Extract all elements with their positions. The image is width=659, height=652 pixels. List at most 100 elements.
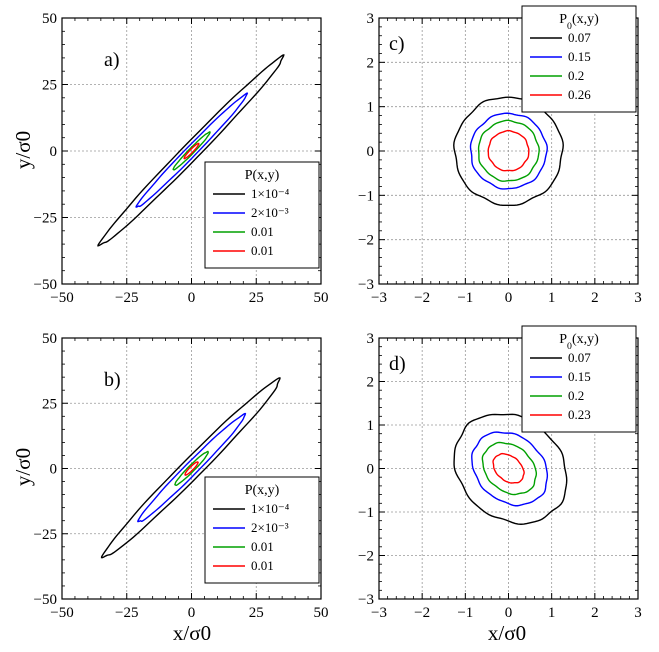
y-tick-label: 25	[42, 396, 57, 412]
legend-entry-3: 0.01	[251, 539, 274, 554]
y-tick-label: 3	[367, 331, 375, 347]
contour-line-2	[469, 112, 548, 190]
panel-c: −3 −2 −1 0 1 2 3−3−2−10123c)P0(x,y)0.070.150.2…	[358, 5, 642, 306]
contour-group	[100, 377, 281, 559]
y-tick-label: 3	[367, 11, 375, 27]
contour-line-4	[184, 461, 199, 476]
panel-label: d)	[389, 353, 406, 375]
x-axis-label-right: x/σ0	[488, 621, 526, 645]
contour-line-3	[477, 119, 540, 182]
y-tick-label: −50	[34, 277, 57, 293]
legend: P0(x,y)0.070.150.20.23	[521, 325, 637, 433]
panel-d: −3 −2 −1 0 1 2 3−3−2−10123d)P0(x,y)0.070.150.2…	[358, 325, 642, 621]
legend-entry-2: 0.15	[568, 369, 591, 384]
y-tick-label: 50	[42, 11, 57, 27]
legend-entry-1: 1×10⁻⁴	[251, 501, 290, 516]
x-tick-label: 1	[548, 290, 556, 306]
legend: P(x,y) 1×10⁻⁴ 2×10⁻³ 0.01 0.01	[204, 476, 320, 584]
panel-b: −50 −25 0 25 50 −50 −25 0 25 50 b) P(x,y) 1×10⁻⁴ 2×10…	[34, 331, 329, 621]
legend: P0(x,y)0.070.150.20.26	[521, 5, 637, 113]
x-tick-label: 0	[188, 605, 196, 621]
x-tick-label: −25	[115, 605, 138, 621]
x-tick-label: −25	[115, 290, 138, 306]
y-tick-label: 0	[50, 144, 58, 160]
x-tick-label: 25	[249, 605, 264, 621]
contour-line-3	[172, 131, 211, 171]
y-axis-label-top: y/σ0	[11, 131, 35, 169]
x-tick-label: 25	[249, 290, 264, 306]
y-tick-label: 2	[367, 55, 375, 71]
legend-entry-4: 0.23	[568, 407, 591, 422]
contour-line-4	[487, 129, 530, 172]
x-tick-label: 2	[591, 290, 599, 306]
y-tick-label: 1	[367, 418, 375, 434]
legend-entry-4: 0.26	[568, 87, 591, 102]
legend-title: P(x,y)	[245, 483, 280, 498]
legend: P(x,y) 1×10⁻⁴ 2×10⁻³ 0.01 0.01	[204, 161, 320, 269]
x-tick-label: 50	[314, 605, 329, 621]
y-tick-label: 0	[50, 462, 58, 478]
panel-label: c)	[389, 33, 405, 55]
legend-entry-4: 0.01	[251, 243, 274, 258]
contour-line-2	[137, 412, 247, 523]
y-tick-label: 0	[367, 462, 375, 478]
x-tick-label: −3	[371, 605, 387, 621]
contour-line-2	[135, 92, 249, 208]
legend-entry-1: 1×10⁻⁴	[251, 186, 290, 201]
contour-group	[453, 413, 568, 525]
x-tick-label: 1	[548, 605, 556, 621]
legend-entry-3: 0.2	[568, 68, 584, 83]
y-tick-label: −3	[358, 277, 374, 293]
panel-a: −50 −25 0 25 50 −50 −25 0 25 50 a) P(x,y) 1×10⁻⁴ 2×10…	[34, 11, 329, 306]
x-tick-label: −1	[457, 605, 473, 621]
y-axis-label-bottom: y/σ0	[11, 448, 35, 486]
y-tick-label: 25	[42, 78, 57, 94]
contour-line-1	[100, 377, 281, 559]
x-tick-label: −3	[371, 290, 387, 306]
panel-label: b)	[104, 369, 121, 391]
x-tick-label: 0	[505, 290, 513, 306]
x-tick-label: 3	[634, 290, 642, 306]
x-tick-label: 0	[188, 290, 196, 306]
contour-line-4	[183, 142, 200, 160]
y-tick-label: −1	[358, 505, 374, 521]
x-tick-label: −50	[50, 290, 73, 306]
legend-entry-4: 0.01	[251, 558, 274, 573]
panel-label: a)	[104, 49, 120, 71]
x-tick-label: −2	[414, 290, 430, 306]
y-tick-label: 50	[42, 331, 57, 347]
y-tick-label: −1	[358, 188, 374, 204]
legend-entry-3: 0.2	[568, 388, 584, 403]
y-tick-label: −3	[358, 592, 374, 608]
legend-entry-1: 0.07	[568, 350, 591, 365]
legend-entry-1: 0.07	[568, 30, 591, 45]
contour-group	[97, 54, 285, 247]
legend-entry-2: 0.15	[568, 49, 591, 64]
contour-line-3	[174, 450, 209, 487]
y-tick-label: −2	[358, 549, 374, 565]
contour-group	[453, 96, 564, 207]
x-tick-label: 0	[505, 605, 513, 621]
y-tick-label: 0	[367, 144, 375, 160]
x-axis-label-left: x/σ0	[173, 621, 211, 645]
legend-entry-3: 0.01	[251, 224, 274, 239]
x-tick-label: 3	[634, 605, 642, 621]
y-tick-label: −25	[34, 527, 57, 543]
x-tick-label: 50	[314, 290, 329, 306]
legend-entry-2: 2×10⁻³	[251, 205, 289, 220]
y-tick-label: −25	[34, 211, 57, 227]
x-tick-label: −2	[414, 605, 430, 621]
x-tick-label: −50	[50, 605, 73, 621]
legend-entry-2: 2×10⁻³	[251, 520, 289, 535]
y-tick-label: 1	[367, 100, 375, 116]
contour-line-3	[481, 441, 538, 496]
x-tick-label: 2	[591, 605, 599, 621]
y-tick-label: 2	[367, 375, 375, 391]
contour-line-2	[471, 431, 549, 507]
x-tick-label: −1	[457, 290, 473, 306]
y-tick-label: −50	[34, 592, 57, 608]
y-tick-label: −2	[358, 233, 374, 249]
contour-line-1	[453, 413, 568, 525]
contour-line-1	[97, 54, 285, 247]
